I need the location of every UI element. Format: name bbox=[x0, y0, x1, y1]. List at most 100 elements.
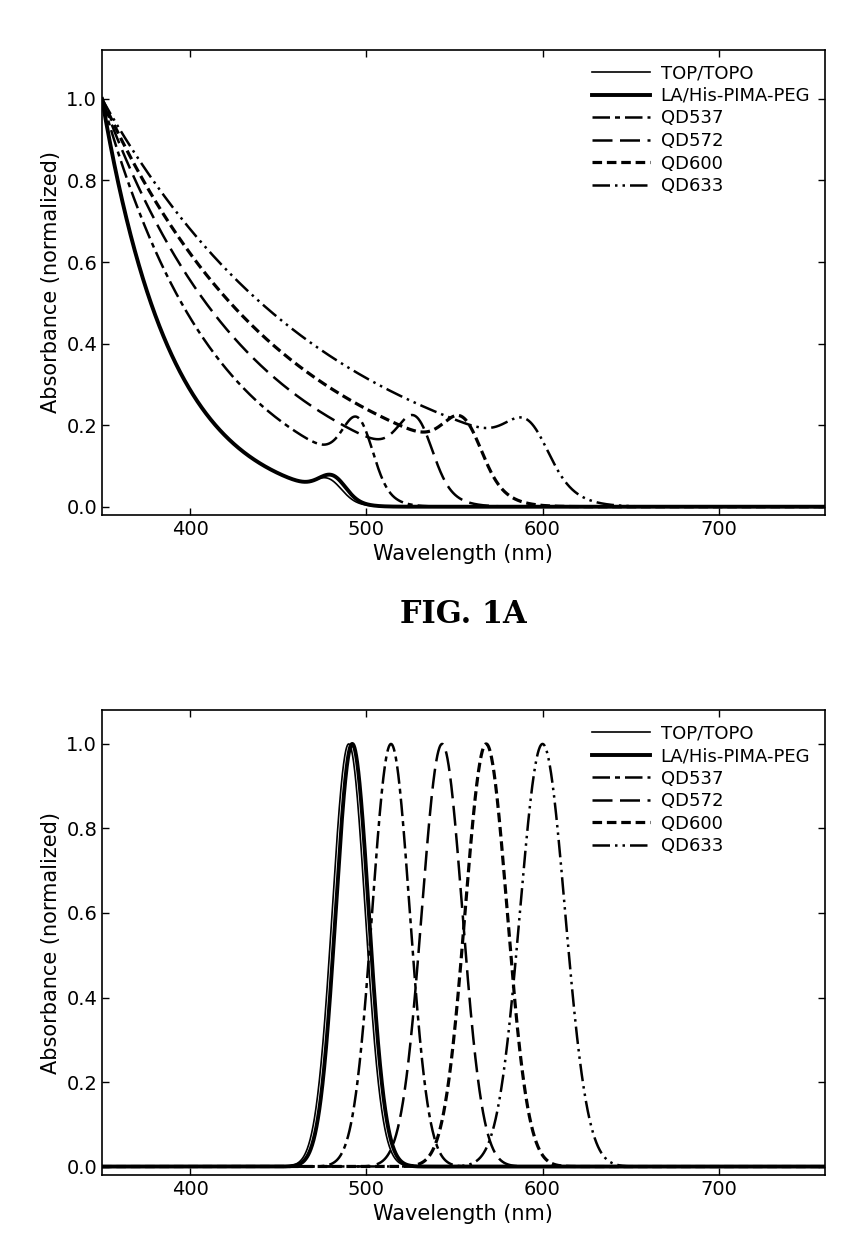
QD633 bbox=[806, 1159, 816, 1174]
LA/His-PIMA-PEG bbox=[405, 1159, 416, 1174]
TOP/TOPO bbox=[405, 499, 416, 514]
QD572 bbox=[179, 264, 190, 279]
Line: TOP/TOPO: TOP/TOPO bbox=[102, 99, 824, 506]
Line: QD633: QD633 bbox=[102, 99, 824, 506]
QD600 bbox=[179, 1159, 190, 1174]
TOP/TOPO bbox=[179, 1159, 190, 1174]
QD572 bbox=[374, 1156, 384, 1171]
QD572 bbox=[405, 408, 416, 422]
Line: LA/His-PIMA-PEG: LA/His-PIMA-PEG bbox=[102, 99, 824, 506]
QD537 bbox=[222, 1159, 232, 1174]
QD633 bbox=[97, 1159, 107, 1174]
QD600 bbox=[805, 499, 815, 514]
Y-axis label: Absorbance (normalized): Absorbance (normalized) bbox=[41, 811, 60, 1074]
QD537 bbox=[728, 499, 738, 514]
TOP/TOPO bbox=[819, 499, 830, 514]
QD537 bbox=[386, 736, 396, 751]
QD600 bbox=[819, 499, 830, 514]
QD537 bbox=[805, 499, 815, 514]
QD572 bbox=[222, 322, 232, 338]
QD633 bbox=[819, 1159, 830, 1174]
QD537 bbox=[97, 91, 107, 106]
QD633 bbox=[728, 1159, 738, 1174]
TOP/TOPO bbox=[805, 499, 815, 514]
QD633 bbox=[97, 91, 107, 106]
QD537 bbox=[819, 499, 830, 514]
LA/His-PIMA-PEG bbox=[728, 1159, 738, 1174]
X-axis label: Wavelength (nm): Wavelength (nm) bbox=[373, 544, 553, 564]
TOP/TOPO bbox=[222, 430, 232, 445]
QD537 bbox=[728, 1159, 738, 1174]
QD572 bbox=[819, 1159, 830, 1174]
LA/His-PIMA-PEG bbox=[97, 91, 107, 106]
QD600 bbox=[222, 1159, 232, 1174]
TOP/TOPO bbox=[728, 499, 738, 514]
LA/His-PIMA-PEG bbox=[728, 499, 738, 514]
QD600 bbox=[806, 1159, 816, 1174]
TOP/TOPO bbox=[179, 372, 190, 388]
QD600 bbox=[374, 1159, 384, 1174]
QD600 bbox=[97, 91, 107, 106]
TOP/TOPO bbox=[806, 1159, 816, 1174]
LA/His-PIMA-PEG bbox=[179, 1159, 190, 1174]
LA/His-PIMA-PEG bbox=[805, 499, 815, 514]
QD633 bbox=[222, 264, 232, 279]
QD600 bbox=[481, 736, 491, 751]
Line: QD600: QD600 bbox=[102, 99, 824, 506]
QD572 bbox=[97, 1159, 107, 1174]
QD600 bbox=[405, 422, 416, 437]
QD633 bbox=[374, 378, 384, 392]
Legend: TOP/TOPO, LA/His-PIMA-PEG, QD537, QD572, QD600, QD633: TOP/TOPO, LA/His-PIMA-PEG, QD537, QD572,… bbox=[586, 719, 815, 860]
QD633 bbox=[405, 1159, 416, 1174]
QD537 bbox=[405, 915, 416, 930]
QD633 bbox=[374, 1159, 384, 1174]
TOP/TOPO bbox=[97, 1159, 107, 1174]
QD572 bbox=[97, 91, 107, 106]
QD572 bbox=[728, 499, 738, 514]
Line: QD537: QD537 bbox=[102, 744, 824, 1166]
TOP/TOPO bbox=[405, 1159, 416, 1174]
QD600 bbox=[97, 1159, 107, 1174]
LA/His-PIMA-PEG bbox=[222, 430, 232, 445]
QD572 bbox=[405, 1036, 416, 1051]
X-axis label: Wavelength (nm): Wavelength (nm) bbox=[373, 1205, 553, 1225]
Line: QD572: QD572 bbox=[102, 99, 824, 506]
Line: TOP/TOPO: TOP/TOPO bbox=[102, 744, 824, 1166]
Y-axis label: Absorbance (normalized): Absorbance (normalized) bbox=[41, 151, 60, 414]
QD600 bbox=[374, 408, 384, 422]
QD572 bbox=[179, 1159, 190, 1174]
TOP/TOPO bbox=[97, 91, 107, 106]
LA/His-PIMA-PEG bbox=[222, 1159, 232, 1174]
TOP/TOPO bbox=[222, 1159, 232, 1174]
LA/His-PIMA-PEG bbox=[374, 499, 384, 514]
QD600 bbox=[222, 292, 232, 308]
LA/His-PIMA-PEG bbox=[819, 499, 830, 514]
QD537 bbox=[97, 1159, 107, 1174]
QD633 bbox=[819, 499, 830, 514]
QD572 bbox=[374, 431, 384, 446]
QD537 bbox=[179, 300, 190, 315]
QD633 bbox=[728, 499, 738, 514]
QD572 bbox=[806, 1159, 816, 1174]
QD537 bbox=[405, 498, 416, 512]
QD600 bbox=[819, 1159, 830, 1174]
LA/His-PIMA-PEG bbox=[347, 736, 357, 751]
QD572 bbox=[222, 1159, 232, 1174]
Line: QD633: QD633 bbox=[102, 744, 824, 1166]
QD537 bbox=[806, 1159, 816, 1174]
QD633 bbox=[405, 392, 416, 408]
QD537 bbox=[179, 1159, 190, 1174]
QD600 bbox=[728, 499, 738, 514]
QD600 bbox=[179, 238, 190, 252]
Line: QD537: QD537 bbox=[102, 99, 824, 506]
TOP/TOPO bbox=[728, 1159, 738, 1174]
TOP/TOPO bbox=[343, 736, 354, 751]
LA/His-PIMA-PEG bbox=[179, 372, 190, 388]
QD600 bbox=[728, 1159, 738, 1174]
Line: LA/His-PIMA-PEG: LA/His-PIMA-PEG bbox=[102, 744, 824, 1166]
QD537 bbox=[819, 1159, 830, 1174]
Legend: TOP/TOPO, LA/His-PIMA-PEG, QD537, QD572, QD600, QD633: TOP/TOPO, LA/His-PIMA-PEG, QD537, QD572,… bbox=[586, 59, 815, 200]
QD572 bbox=[805, 499, 815, 514]
QD633 bbox=[537, 736, 547, 751]
Line: QD572: QD572 bbox=[102, 744, 824, 1166]
